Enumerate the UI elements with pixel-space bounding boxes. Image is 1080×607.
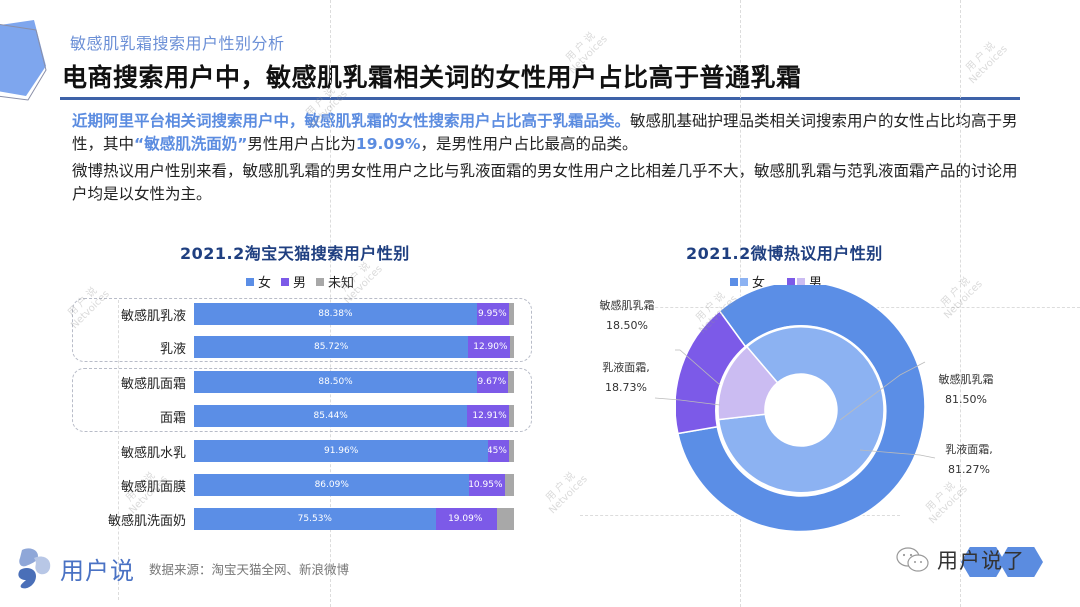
bar-chart-legend: 女 男 未知 (246, 272, 354, 291)
guide-line (118, 300, 119, 600)
leader-lines (654, 349, 936, 459)
bar-row[interactable]: 敏感肌面霜 88.50% 9.67% (90, 371, 530, 393)
annotation-value: 18.50% (606, 319, 648, 332)
brand-logo-icon (18, 548, 51, 589)
bar-segment-unknown[interactable] (508, 440, 514, 462)
hexagon-decoration (999, 547, 1043, 577)
bar-segment-male[interactable]: 12.91% (467, 405, 509, 427)
legend-swatch-icon (787, 277, 796, 286)
legend-item-male[interactable]: 男 (281, 272, 306, 291)
legend-swatch-icon (281, 277, 290, 286)
wechat-account-name: 用户说了 (937, 549, 1025, 573)
summary-paragraph-1: 近期阿里平台相关词搜索用户中，敏感肌乳霜的女性搜索用户占比高于乳霜品类。敏感肌基… (72, 110, 1022, 156)
watermark: 用 户 说 Netvoices (963, 40, 1010, 87)
legend-label: 男 (293, 276, 307, 291)
annotation-value: 81.50% (945, 393, 987, 406)
page-title: 电商搜索用户中，敏感肌乳霜相关词的女性用户占比高于普通乳霜 (62, 63, 802, 92)
annotation-label: 敏感肌乳霜 (599, 299, 655, 312)
bar-row[interactable]: 敏感肌面膜 86.09% 10.95% (90, 474, 530, 496)
bar-category-label: 敏感肌洗面奶 (107, 513, 186, 529)
body-text: 敏感肌基础护理品类相关词搜索用户的女性占比均高于男性，其中 (72, 112, 1018, 153)
legend-label: 未知 (328, 276, 355, 291)
data-source: 数据来源：淘宝天猫全网、新浪微博 (149, 561, 350, 577)
bar-segment-unknown[interactable] (504, 474, 514, 496)
donut-annotation: 敏感肌乳霜 81.50% (928, 370, 1004, 410)
bar-segment-female[interactable]: 85.44% (194, 405, 468, 427)
bar-group-box-lotion (72, 298, 532, 362)
donut-annotation: 乳液面霜, 81.27% (934, 440, 1004, 480)
hexagon-decoration (961, 547, 1005, 577)
legend-swatch-icon (797, 277, 806, 286)
bar-segment-unknown[interactable] (508, 303, 514, 325)
bar-segment-unknown[interactable] (496, 508, 514, 530)
summary-paragraph-2: 微博热议用户性别来看，敏感肌乳霜的男女性用户之比与乳液面霜的男女性用户之比相差几… (72, 162, 1018, 203)
legend-label: 女 (258, 276, 272, 291)
body-text: ，是男性用户占比最高的品类。 (420, 135, 638, 153)
bar-segment-male[interactable]: 19.09% (435, 508, 497, 530)
bar-category-label: 面霜 (159, 410, 186, 426)
bar-row[interactable]: 面霜 85.44% 12.91% (90, 405, 530, 427)
bar-segment-male[interactable]: 12.90% (468, 336, 510, 358)
bar-segment-male[interactable]: 10.95% (469, 474, 505, 496)
legend-item-unknown[interactable]: 未知 (316, 272, 354, 291)
bar-row[interactable]: 乳液 85.72% 12.90% (90, 336, 530, 358)
highlight-text: 近期阿里平台相关词搜索用户中，敏感肌乳霜的女性搜索用户占比高于乳霜品类。 (72, 112, 631, 130)
nested-donut-chart (676, 285, 926, 533)
annotation-label: 乳液面霜, (602, 361, 650, 374)
annotation-label: 乳液面霜, (945, 443, 993, 456)
title-underline (60, 97, 1020, 100)
bar-segment-male[interactable]: 9.95% (476, 303, 509, 325)
legend-item-female[interactable]: 女 (246, 272, 271, 291)
bar-category-label: 敏感肌水乳 (120, 445, 186, 461)
bar-segment-male[interactable]: 6.45% (488, 440, 509, 462)
bar-segment-female[interactable]: 88.38% (194, 303, 477, 325)
bar-category-label: 敏感肌面膜 (120, 479, 186, 495)
donut-annotation: 敏感肌乳霜 18.50% (592, 296, 662, 336)
bar-segment-unknown[interactable] (508, 371, 514, 393)
bar-row[interactable]: 敏感肌水乳 91.96% 6.45% (90, 440, 530, 462)
body-text: 男性用户占比为 (247, 135, 356, 153)
bar-segment-female[interactable]: 85.72% (194, 336, 469, 358)
brand-name: 用户说 (60, 556, 135, 585)
corner-hexagon-decoration (0, 20, 47, 101)
bar-segment-female[interactable]: 75.53% (194, 508, 436, 530)
legend-swatch-icon (316, 277, 325, 286)
section-subtitle: 敏感肌乳霜搜索用户性别分析 (70, 34, 285, 53)
wechat-icon (896, 547, 929, 572)
bar-segment-female[interactable]: 86.09% (194, 474, 470, 496)
bar-category-label: 敏感肌面霜 (120, 376, 186, 392)
bar-category-label: 乳液 (159, 341, 186, 357)
bar-category-label: 敏感肌乳液 (120, 308, 186, 324)
annotation-label: 敏感肌乳霜 (938, 373, 994, 386)
bar-segment-unknown[interactable] (508, 405, 514, 427)
annotation-value: 81.27% (948, 463, 990, 476)
highlight-value: 19.09% (355, 135, 421, 153)
donut-annotation: 乳液面霜, 18.73% (594, 358, 658, 398)
bar-segment-female[interactable]: 91.96% (194, 440, 489, 462)
highlight-quote: “敏感肌洗面奶” (134, 135, 248, 153)
donut-chart-title: 2021.2微博热议用户性别 (686, 244, 883, 263)
bar-segment-female[interactable]: 88.50% (194, 371, 478, 393)
bar-segment-unknown[interactable] (509, 336, 514, 358)
guide-line (960, 0, 961, 607)
bar-segment-male[interactable]: 9.67% (477, 371, 509, 393)
bar-group-box-cream (72, 368, 532, 432)
bar-row[interactable]: 敏感肌洗面奶 75.53% 19.09% (90, 508, 530, 530)
brand-logo: 用户说 数据来源：淘宝天猫全网、新浪微博 (16, 546, 349, 590)
legend-swatch-icon (740, 277, 748, 286)
bar-chart-title: 2021.2淘宝天猫搜索用户性别 (180, 244, 410, 263)
legend-swatch-icon (246, 277, 254, 286)
legend-swatch-icon (730, 277, 738, 286)
annotation-value: 18.73% (605, 381, 647, 394)
bar-row[interactable]: 敏感肌乳液 88.38% 9.95% (90, 303, 530, 325)
wechat-account-badge: 用户说了 (895, 545, 1043, 577)
